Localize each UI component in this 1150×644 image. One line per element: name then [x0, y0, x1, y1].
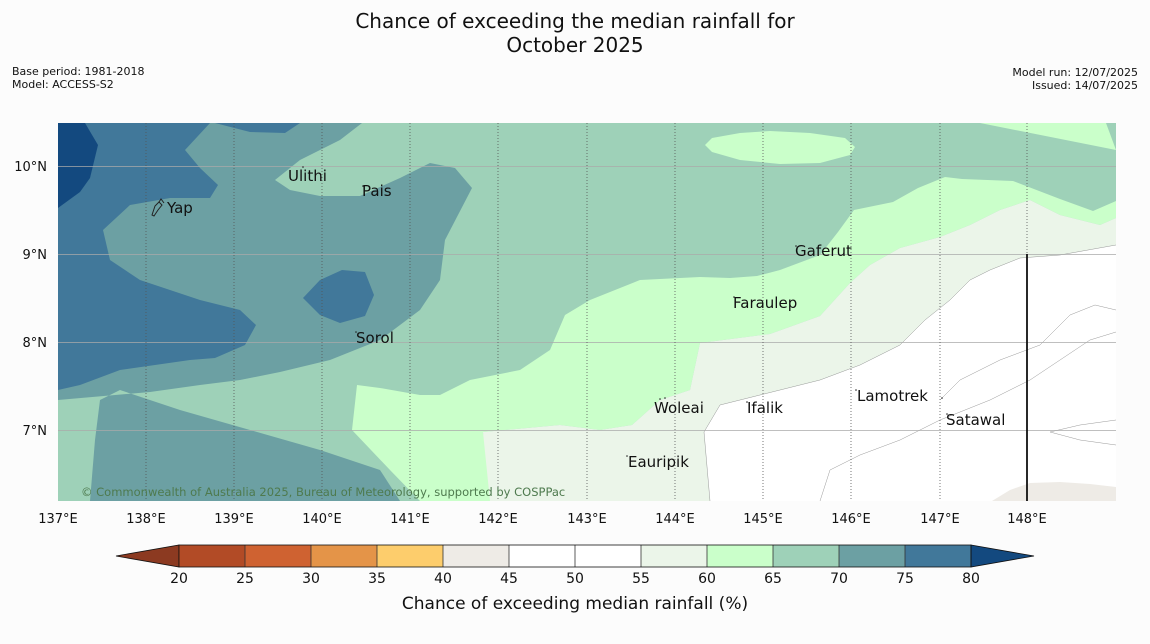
- colorbar-swatch-75-80: [905, 545, 971, 567]
- place-label-yap: Yap: [166, 199, 193, 217]
- colorbar-tick: 35: [368, 571, 386, 587]
- probability-contours: Ulithi Pais Yap Gaferut Faraulep Sorol L…: [58, 123, 1116, 501]
- colorbar-swatch-25-30: [245, 545, 311, 567]
- contour-55-60: [483, 200, 1116, 501]
- colorbar: 20 25 30 35 40 45 50 55 60 65 70 75 80: [115, 544, 1035, 587]
- colorbar-tick: 45: [500, 571, 518, 587]
- place-label-satawal: Satawal: [946, 411, 1005, 429]
- lon-tick: 147°E: [920, 512, 960, 527]
- lon-tick: 140°E: [302, 512, 342, 527]
- lat-tick: 8°N: [23, 336, 48, 351]
- lon-tick: 148°E: [1007, 512, 1047, 527]
- copyright-notice: © Commonwealth of Australia 2025, Bureau…: [81, 485, 565, 499]
- colorbar-extend-high: [970, 544, 1035, 568]
- colorbar-tick: 40: [434, 571, 452, 587]
- lat-tick: 7°N: [23, 424, 48, 439]
- lon-tick: 143°E: [567, 512, 607, 527]
- lon-tick: 138°E: [126, 512, 166, 527]
- colorbar-swatch-55-60: [641, 545, 707, 567]
- place-label-pais: Pais: [362, 182, 392, 200]
- lon-tick: 139°E: [214, 512, 254, 527]
- colorbar-tick: 80: [962, 571, 980, 587]
- contour-60-65: [352, 123, 1116, 501]
- colorbar-swatch-30-35: [311, 545, 377, 567]
- contour-75-80-north: [215, 123, 300, 133]
- colorbar-swatch-35-40: [377, 545, 443, 567]
- map-title-line2: October 2025: [506, 33, 644, 57]
- lon-tick: 145°E: [743, 512, 783, 527]
- colorbar-tick: 75: [896, 571, 914, 587]
- place-label-ifalik: Ifalik: [747, 399, 783, 417]
- metadata-left: Base period: 1981-2018 Model: ACCESS-S2: [12, 65, 144, 91]
- colorbar-tick: 20: [170, 571, 188, 587]
- lat-tick: 10°N: [14, 160, 47, 175]
- longitude-gridlines: [145, 123, 941, 501]
- base-period: Base period: 1981-2018: [12, 65, 145, 78]
- place-label-eauripik: Eauripik: [628, 453, 689, 471]
- colorbar-tick: 25: [236, 571, 254, 587]
- colorbar-tick: 50: [566, 571, 584, 587]
- colorbar-swatch-50-55: [575, 545, 641, 567]
- contour-75-80: [58, 123, 256, 390]
- colorbar-dividers: [244, 545, 906, 567]
- colorbar-tick: 65: [764, 571, 782, 587]
- model-name: Model: ACCESS-S2: [12, 78, 114, 91]
- island-markers: [151, 198, 165, 217]
- place-label-lamotrek: Lamotrek: [857, 387, 928, 405]
- island-yap-outline: [151, 201, 163, 217]
- colorbar-swatch-70-75: [839, 545, 905, 567]
- lon-tick: 146°E: [831, 512, 871, 527]
- place-label-faraulep: Faraulep: [733, 294, 797, 312]
- lon-tick: 137°E: [38, 512, 78, 527]
- contour-40-45: [992, 482, 1116, 501]
- place-label-woleai: Woleai: [654, 399, 704, 417]
- colorbar-tick: 30: [302, 571, 320, 587]
- colorbar-swatch-40-45: [443, 545, 509, 567]
- lon-tick: 141°E: [390, 512, 430, 527]
- place-label-ulithi: Ulithi: [288, 167, 327, 185]
- colorbar-tick: 55: [632, 571, 650, 587]
- lon-tick: 144°E: [655, 512, 695, 527]
- longitude-tick-labels: 137°E 138°E 139°E 140°E 141°E 142°E 143°…: [38, 512, 1047, 527]
- colorbar-swatch-45-50: [509, 545, 575, 567]
- colorbar-tick: 60: [698, 571, 716, 587]
- contour-lines: [703, 244, 1116, 501]
- colorbar-swatch-65-70: [773, 545, 839, 567]
- place-label-sorol: Sorol: [356, 329, 394, 347]
- lon-tick: 142°E: [478, 512, 518, 527]
- colorbar-tick-labels: 20 25 30 35 40 45 50 55 60 65 70 75 80: [170, 571, 980, 587]
- model-run-date: Model run: 12/07/2025: [1012, 66, 1138, 79]
- contour-above-80: [58, 123, 98, 208]
- colorbar-extend-low: [115, 544, 180, 568]
- contour-45-55: [704, 245, 1116, 501]
- issued-date: Issued: 14/07/2025: [1031, 79, 1138, 92]
- place-label-gaferut: Gaferut: [795, 242, 852, 260]
- colorbar-swatch-60-65: [707, 545, 773, 567]
- latitude-tick-labels: 10°N 9°N 8°N 7°N: [14, 160, 47, 439]
- map-title: Chance of exceeding the median rainfall …: [0, 9, 1150, 57]
- lat-tick: 9°N: [23, 248, 48, 263]
- place-labels: Ulithi Pais Yap Gaferut Faraulep Sorol L…: [166, 167, 1005, 471]
- contour-75-80-east: [303, 270, 374, 323]
- colorbar-label: Chance of exceeding median rainfall (%): [401, 594, 749, 614]
- contour-60-65-north: [705, 131, 855, 164]
- colorbar-swatch-20-25: [179, 545, 245, 567]
- colorbar-tick: 70: [830, 571, 848, 587]
- metadata-right: Model run: 12/07/2025 Issued: 14/07/2025: [1012, 66, 1138, 92]
- map-title-line1: Chance of exceeding the median rainfall …: [355, 9, 795, 33]
- island-dots: [302, 166, 948, 457]
